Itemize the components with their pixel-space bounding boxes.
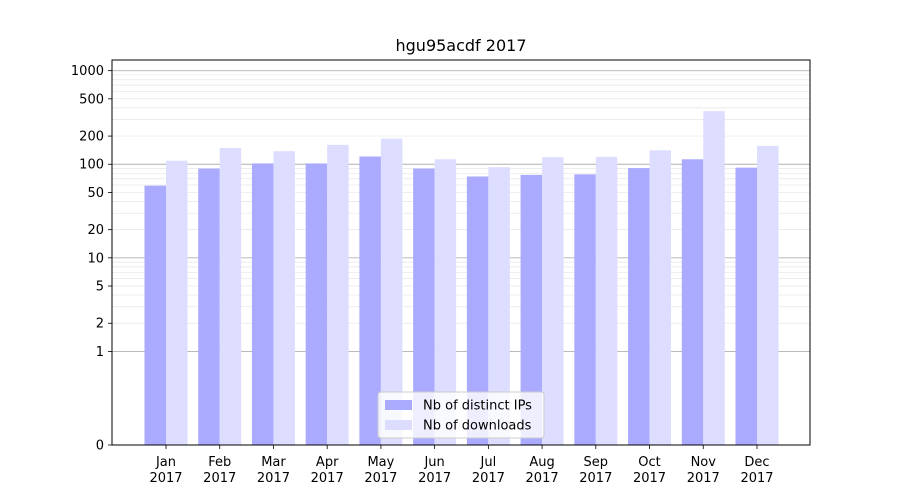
bar-distinct-ips — [628, 168, 650, 445]
bar-downloads — [219, 148, 242, 445]
bar-distinct-ips — [305, 163, 328, 445]
x-tick-label: Aug 2017 — [526, 455, 559, 486]
bar-distinct-ips — [359, 156, 381, 446]
x-tick-label: Jan 2017 — [149, 455, 182, 486]
legend-swatch — [385, 400, 412, 410]
bar-distinct-ips — [251, 163, 274, 445]
bar-distinct-ips — [198, 168, 220, 445]
legend-label: Nb of distinct IPs — [423, 399, 532, 414]
x-tick-label: Nov 2017 — [687, 455, 720, 486]
bar-distinct-ips — [681, 159, 704, 446]
x-tick-label: Mar 2017 — [257, 455, 290, 486]
bar-downloads — [273, 151, 295, 446]
plot-frame — [111, 59, 811, 446]
bar-downloads — [757, 145, 779, 445]
y-tick-label: 2 — [96, 317, 104, 332]
y-tick-label: 1 — [96, 345, 104, 360]
bar-distinct-ips — [735, 167, 757, 445]
bar-downloads — [434, 159, 457, 446]
bar-downloads — [166, 160, 188, 446]
bar-distinct-ips — [413, 168, 435, 445]
x-axis: Jan 2017 Feb 2017 Mar 2017 Apr 2017 May 2017 Jun 20… — [149, 445, 774, 486]
y-tick-label: 20 — [87, 223, 104, 238]
bar-distinct-ips — [144, 185, 166, 446]
bar-downloads — [595, 156, 618, 446]
x-tick-label: Oct 2017 — [633, 455, 666, 486]
chart-title: hgu95acdf 2017 — [396, 36, 527, 55]
bar-downloads — [542, 157, 564, 445]
bar-downloads — [327, 144, 349, 445]
bar-distinct-ips — [466, 176, 489, 446]
x-tick-label: May 2017 — [364, 455, 397, 486]
x-tick-label: Jul 2017 — [472, 455, 505, 486]
x-tick-label: Apr 2017 — [311, 455, 344, 486]
legend: Nb of distinct IPs Nb of downloads — [377, 391, 545, 439]
bar-downloads — [380, 138, 403, 445]
bar-downloads — [703, 111, 725, 446]
y-tick-label: 5 — [96, 280, 104, 295]
bar-downloads — [488, 167, 510, 446]
x-tick-label: Jun 2017 — [418, 455, 451, 486]
bar-distinct-ips — [520, 174, 543, 445]
y-tick-label: 0 — [96, 439, 104, 454]
y-tick-label: 10 — [87, 251, 104, 266]
x-tick-label: Dec 2017 — [740, 455, 773, 486]
bar-downloads — [649, 150, 672, 445]
y-tick-label: 50 — [87, 186, 104, 201]
x-tick-label: Sep 2017 — [579, 455, 612, 486]
y-tick-label: 100 — [79, 158, 104, 173]
bar-distinct-ips — [574, 174, 596, 445]
x-tick-label: Feb 2017 — [203, 455, 236, 486]
legend-swatch — [385, 420, 412, 430]
y-tick-label: 200 — [79, 130, 104, 145]
legend-box — [377, 391, 545, 439]
legend-label: Nb of downloads — [423, 419, 532, 434]
y-tick-label: 500 — [79, 92, 104, 107]
bars — [144, 111, 779, 446]
y-tick-label: 1000 — [71, 64, 104, 79]
y-axis: 0 1 2 5 10 20 50 100 200 500 1000 — [71, 64, 112, 454]
